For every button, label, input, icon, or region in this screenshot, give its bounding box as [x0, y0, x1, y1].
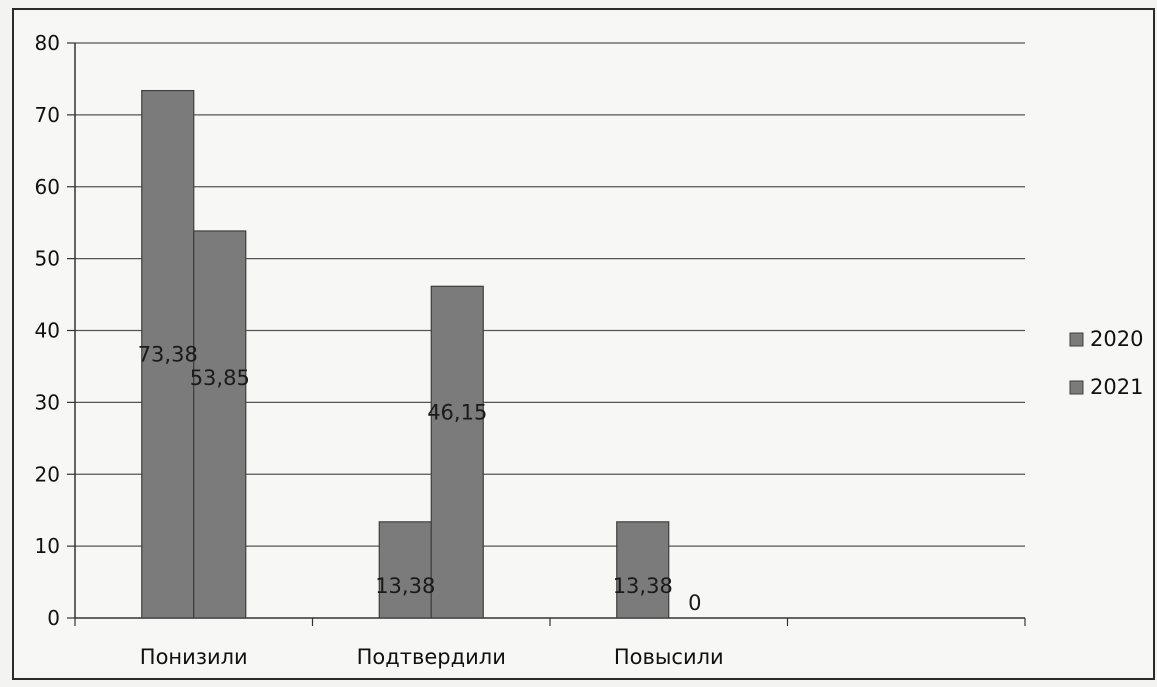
x-category-label: Повысили: [614, 645, 724, 669]
data-label: 13,38: [375, 574, 435, 598]
legend-swatch: [1069, 380, 1084, 395]
bar-2021-1: [430, 285, 484, 619]
y-axis-ticks: 0 10 20 30 40 50 60 70 80: [35, 31, 75, 630]
legend-label: 2021: [1090, 375, 1143, 399]
y-tick-label: 50: [35, 247, 60, 271]
y-tick-label: 60: [35, 175, 60, 199]
bar-2020-0: [141, 89, 195, 619]
y-tick-label: 30: [35, 390, 60, 414]
x-category-label: Подтвердили: [357, 645, 506, 669]
y-tick-label: 0: [47, 606, 60, 630]
data-label: 73,38: [138, 342, 198, 366]
legend-label: 2020: [1090, 327, 1143, 351]
y-tick-label: 40: [35, 319, 60, 343]
bar-2020-1: [378, 521, 432, 619]
y-tick-label: 10: [35, 534, 60, 558]
x-category-label: Понизили: [140, 645, 248, 669]
data-label: 53,85: [190, 366, 250, 390]
bar-2020-2: [616, 521, 670, 619]
legend: 2020 2021: [1069, 327, 1143, 399]
data-label: 0: [688, 591, 701, 615]
bar-2021-0: [193, 230, 247, 619]
y-tick-label: 80: [35, 31, 60, 55]
y-tick-label: 70: [35, 103, 60, 127]
data-label: 13,38: [613, 574, 673, 598]
y-tick-label: 20: [35, 462, 60, 486]
legend-swatch: [1069, 332, 1084, 347]
data-label: 46,15: [427, 400, 487, 424]
bars: [141, 89, 670, 619]
x-axis-labels: Понизили Подтвердили Повысили: [140, 645, 724, 669]
